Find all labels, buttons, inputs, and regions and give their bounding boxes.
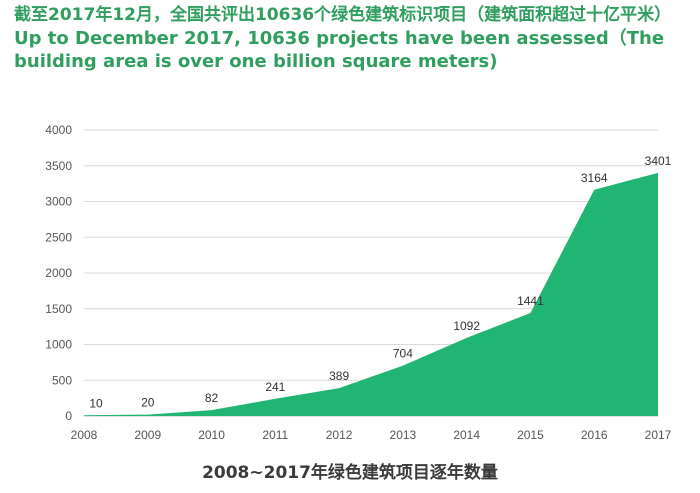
x-tick-label: 2014	[453, 428, 480, 442]
x-tick-label: 2008	[71, 428, 98, 442]
y-tick-label: 0	[65, 409, 72, 423]
y-tick-label: 2500	[45, 230, 72, 244]
data-label: 10	[89, 396, 103, 410]
data-label: 3164	[581, 171, 608, 185]
x-tick-label: 2010	[198, 428, 225, 442]
y-tick-label: 4000	[45, 123, 72, 137]
y-tick-label: 2000	[45, 266, 72, 280]
data-label: 1092	[453, 319, 480, 333]
data-label: 389	[329, 369, 349, 383]
x-tick-label: 2009	[134, 428, 161, 442]
chart-headline: 截至2017年12月，全国共评出10636个绿色建筑标识项目（建筑面积超过十亿平…	[14, 4, 686, 73]
x-tick-label: 2011	[262, 428, 288, 442]
data-label: 20	[141, 396, 155, 410]
headline-chinese: 截至2017年12月，全国共评出10636个绿色建筑标识项目（建筑面积超过十亿平…	[14, 5, 672, 25]
gridlines	[84, 129, 658, 417]
y-tick-label: 1000	[45, 338, 72, 352]
x-axis-title: 2008~2017年绿色建筑项目逐年数量	[202, 463, 498, 483]
x-tick-label: 2016	[581, 428, 608, 442]
x-tick-label: 2017	[645, 428, 672, 442]
series-area	[84, 172, 658, 416]
data-label: 704	[393, 347, 413, 361]
data-label: 3401	[645, 154, 672, 168]
data-label: 82	[205, 391, 219, 405]
area-series	[84, 172, 658, 416]
y-tick-label: 1500	[45, 302, 72, 316]
headline-english: Up to December 2017, 10636 projects have…	[14, 28, 665, 72]
data-label: 241	[265, 380, 285, 394]
y-tick-label: 500	[52, 373, 72, 387]
y-tick-label: 3000	[45, 195, 72, 209]
x-tick-label: 2012	[326, 428, 353, 442]
y-tick-label: 3500	[45, 159, 72, 173]
x-axis-ticks: 2008 2009 2010 2011 2012 2013 2014 2015 2016 2017	[71, 428, 672, 442]
x-tick-label: 2015	[517, 428, 544, 442]
x-tick-label: 2013	[390, 428, 417, 442]
y-axis-ticks: 0 500 1000 1500 2000 2500 3000 3500 4000	[45, 123, 72, 423]
data-labels: 10 20 82 241 389 704 1092 1441 3164 3401	[89, 154, 671, 410]
data-label: 1441	[517, 294, 544, 308]
